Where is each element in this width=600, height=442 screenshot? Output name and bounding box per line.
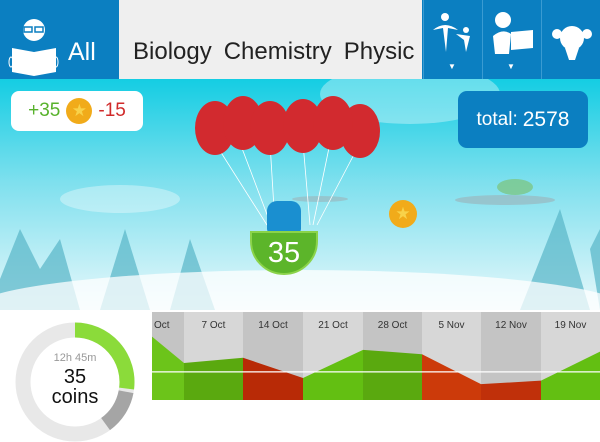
area-segment — [184, 357, 243, 400]
tab-biology[interactable]: Biology — [133, 38, 212, 65]
basket-value: 35 — [267, 237, 301, 269]
dropdown-arrow-icon: ▼ — [507, 62, 515, 71]
area-segment — [152, 336, 184, 400]
teacher-icon — [493, 12, 533, 54]
week-label: 5 Nov — [438, 320, 464, 331]
coins-earned: +35 — [28, 100, 61, 121]
star-coin-icon[interactable]: ★ — [389, 200, 417, 228]
mascot-icon — [267, 201, 301, 233]
parent-child-icon — [433, 13, 470, 52]
tab-all-label: All — [68, 38, 96, 66]
tab-chemistry[interactable]: Chemistry — [223, 38, 332, 65]
balloons — [195, 96, 380, 226]
donut-value: 35 — [63, 366, 87, 388]
area-segment — [303, 349, 363, 400]
week-label: 7 Oct — [202, 320, 226, 331]
dropdown-arrow-icon: ▼ — [448, 62, 456, 71]
donut-time: 12h 45m — [53, 352, 97, 364]
reader-icon — [8, 19, 59, 76]
donut-unit: coins — [51, 386, 99, 408]
girl-button[interactable] — [541, 0, 599, 79]
week-label: 19 Nov — [555, 320, 587, 331]
top-bar: All Biology Chemistry Physic ▼ ▼ — [0, 0, 600, 79]
subject-tabs: Biology Chemistry Physic — [119, 0, 422, 79]
teacher-button[interactable]: ▼ — [482, 0, 540, 79]
area-segment — [363, 349, 422, 400]
weekly-chart: Oct 7 Oct 14 Oct 21 Oct 28 Oct 5 Nov 12 Nov 19 … — [152, 312, 600, 400]
week-label: 14 Oct — [258, 320, 288, 331]
area-segment — [481, 380, 541, 400]
donut-arc-green — [74, 322, 135, 390]
star-coin-icon: ★ — [66, 98, 93, 124]
reward-basket: 35 — [250, 201, 318, 275]
week-label: 12 Nov — [495, 320, 527, 331]
area-segment — [422, 354, 481, 400]
week-label: 28 Oct — [378, 320, 408, 331]
week-label: Oct — [154, 320, 170, 331]
score-card: +35 ★ -15 — [11, 91, 143, 131]
coins-lost: -15 — [98, 100, 126, 121]
tab-all[interactable]: All — [0, 0, 119, 79]
parent-child-button[interactable]: ▼ — [423, 0, 481, 79]
tab-physic[interactable]: Physic — [343, 38, 415, 65]
area-segment — [541, 351, 600, 400]
total-badge: total: 2578 — [458, 91, 588, 148]
total-value: 2578 — [522, 107, 570, 131]
week-label: 21 Oct — [318, 320, 348, 331]
area-segment — [243, 357, 303, 400]
total-label: total: — [476, 108, 518, 130]
girl-icon — [552, 26, 592, 60]
